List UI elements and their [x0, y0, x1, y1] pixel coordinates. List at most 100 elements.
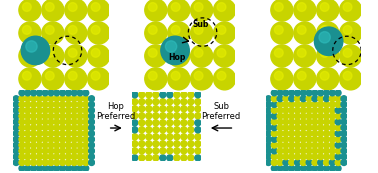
Circle shape [60, 154, 65, 160]
Circle shape [301, 113, 306, 119]
Circle shape [318, 165, 324, 171]
Circle shape [214, 0, 235, 21]
Circle shape [289, 119, 294, 125]
Circle shape [289, 90, 294, 96]
Circle shape [139, 106, 145, 112]
Circle shape [274, 48, 283, 57]
Circle shape [132, 120, 138, 126]
Circle shape [146, 141, 152, 147]
Circle shape [181, 92, 187, 98]
Circle shape [214, 68, 235, 90]
Circle shape [265, 136, 271, 142]
Circle shape [318, 154, 324, 160]
Circle shape [324, 113, 329, 119]
Circle shape [19, 131, 25, 136]
Circle shape [195, 92, 201, 98]
Circle shape [77, 102, 83, 107]
Circle shape [77, 136, 83, 142]
Circle shape [320, 71, 329, 80]
Circle shape [31, 142, 37, 148]
Circle shape [319, 32, 330, 43]
Circle shape [301, 165, 306, 171]
Circle shape [294, 142, 301, 148]
Circle shape [318, 119, 324, 125]
Circle shape [71, 154, 77, 160]
Circle shape [283, 160, 289, 165]
Circle shape [19, 107, 25, 113]
Circle shape [335, 160, 341, 165]
Circle shape [343, 48, 352, 57]
Circle shape [318, 148, 324, 154]
Circle shape [265, 148, 271, 154]
Circle shape [88, 0, 110, 21]
Circle shape [132, 134, 138, 140]
Circle shape [312, 165, 318, 171]
Circle shape [54, 160, 60, 165]
Circle shape [45, 3, 54, 11]
Circle shape [174, 120, 180, 126]
Circle shape [42, 165, 48, 171]
Circle shape [42, 160, 48, 165]
Circle shape [45, 71, 54, 80]
Circle shape [335, 165, 341, 171]
Circle shape [289, 160, 294, 165]
Circle shape [71, 113, 77, 119]
Circle shape [65, 68, 87, 90]
Circle shape [329, 160, 335, 165]
Circle shape [25, 148, 31, 154]
Circle shape [265, 107, 271, 113]
Circle shape [277, 165, 283, 171]
Circle shape [60, 119, 65, 125]
Circle shape [167, 141, 173, 147]
Circle shape [132, 148, 138, 154]
Circle shape [71, 102, 77, 107]
Circle shape [36, 125, 42, 131]
Circle shape [48, 107, 54, 113]
Circle shape [60, 160, 65, 165]
Circle shape [19, 68, 41, 90]
Circle shape [139, 148, 145, 154]
Circle shape [42, 90, 48, 96]
Circle shape [214, 22, 235, 44]
Circle shape [181, 134, 187, 140]
Circle shape [13, 160, 19, 165]
Circle shape [283, 113, 289, 119]
Circle shape [13, 113, 19, 119]
Circle shape [42, 119, 48, 125]
Circle shape [320, 48, 329, 57]
Circle shape [324, 119, 329, 125]
Circle shape [306, 136, 312, 142]
Circle shape [25, 165, 31, 171]
Circle shape [160, 127, 166, 133]
Circle shape [19, 113, 25, 119]
Circle shape [294, 68, 316, 90]
Circle shape [312, 90, 318, 96]
Circle shape [341, 131, 347, 136]
Circle shape [19, 136, 25, 142]
Circle shape [65, 107, 71, 113]
Circle shape [139, 155, 145, 161]
Circle shape [283, 107, 289, 113]
Circle shape [312, 148, 318, 154]
Circle shape [89, 107, 94, 113]
Circle shape [188, 113, 194, 119]
Circle shape [341, 125, 347, 131]
Circle shape [71, 107, 77, 113]
Circle shape [54, 107, 60, 113]
Circle shape [277, 136, 283, 142]
Circle shape [89, 160, 94, 165]
Circle shape [294, 148, 301, 154]
Circle shape [153, 155, 159, 161]
Circle shape [42, 136, 48, 142]
Text: Sub
Preferred: Sub Preferred [201, 102, 241, 121]
Circle shape [45, 48, 54, 57]
Circle shape [19, 154, 25, 160]
Circle shape [194, 71, 203, 80]
Circle shape [19, 119, 25, 125]
Circle shape [153, 127, 159, 133]
Circle shape [167, 106, 173, 112]
Circle shape [191, 68, 213, 90]
Circle shape [181, 120, 187, 126]
Circle shape [306, 90, 312, 96]
Circle shape [329, 96, 335, 102]
